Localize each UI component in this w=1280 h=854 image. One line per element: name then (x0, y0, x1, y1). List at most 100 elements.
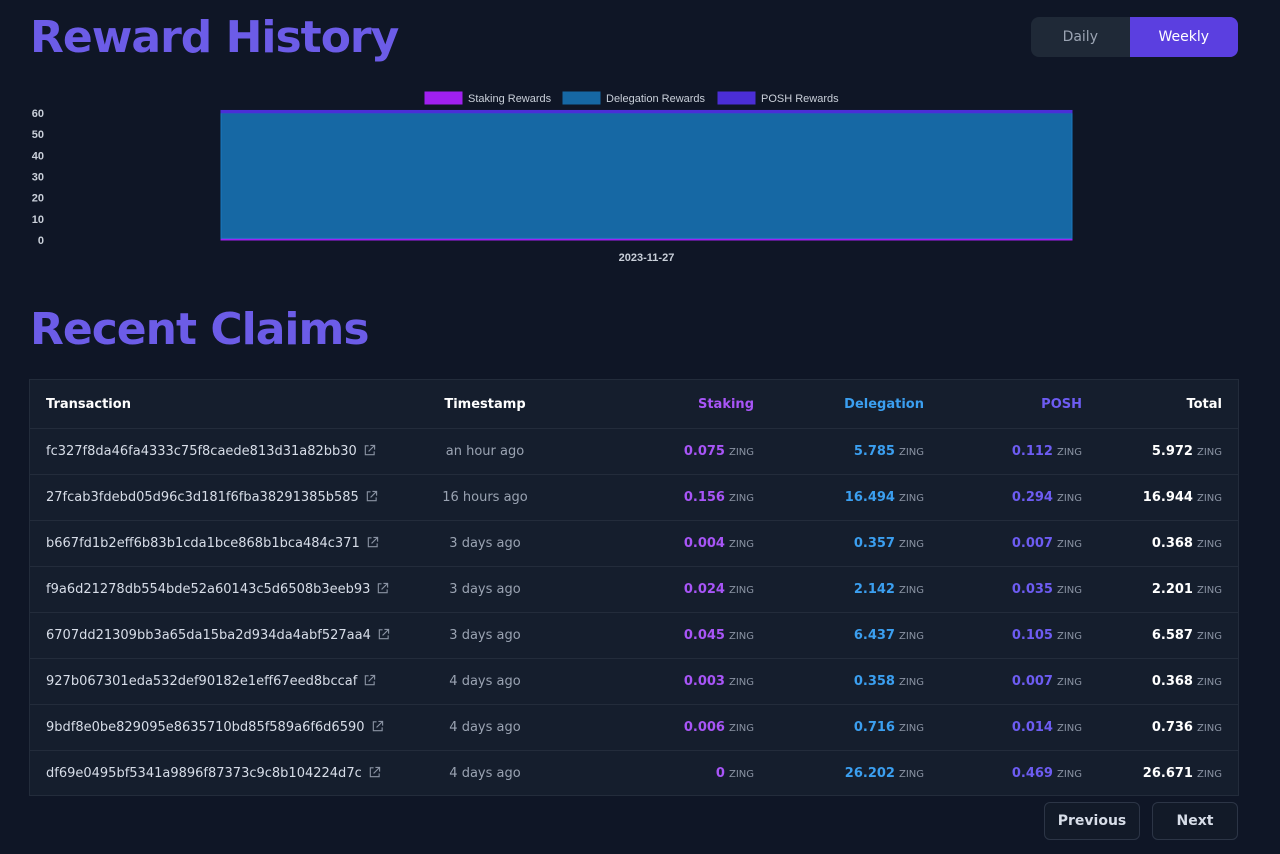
unit-label: ZING (1056, 723, 1082, 734)
external-link-icon[interactable] (376, 582, 389, 595)
table-row: 27fcab3fdebd05d96c3d181f6fba38291385b585… (30, 474, 1238, 521)
staking-cell: 0.075 ZING (560, 428, 770, 475)
external-link-icon[interactable] (377, 628, 390, 641)
staking-value: 0.024 (683, 582, 725, 597)
x-tick-label: 2023-11-27 (619, 252, 675, 264)
posh-value: 0.014 (1011, 720, 1053, 735)
timestamp-cell: an hour ago (410, 428, 560, 475)
delegation-cell: 0.358 ZING (770, 658, 940, 705)
staking-value: 0.004 (683, 536, 725, 551)
posh-value: 0.007 (1011, 674, 1053, 689)
unit-label: ZING (1196, 493, 1222, 504)
external-link-icon[interactable] (368, 766, 381, 779)
header-staking: Staking (560, 380, 770, 429)
unit-label: ZING (728, 585, 754, 596)
reward-history-title: Reward History (30, 12, 399, 63)
transaction-cell: 6707dd21309bb3a65da15ba2d934da4abf527aa4 (30, 612, 410, 659)
total-value: 16.944 (1142, 490, 1193, 505)
transaction-cell: 9bdf8e0be829095e8635710bd85f589a6f6d6590 (30, 704, 410, 751)
total-value: 6.587 (1151, 628, 1193, 643)
legend-label: Staking Rewards (468, 93, 552, 105)
transaction-hash-link[interactable]: 6707dd21309bb3a65da15ba2d934da4abf527aa4 (46, 628, 371, 643)
weekly-toggle-button[interactable]: Weekly (1129, 17, 1238, 57)
delegation-value: 2.142 (853, 582, 895, 597)
header-delegation: Delegation (770, 380, 940, 429)
total-cell: 5.972 ZING (1098, 428, 1238, 475)
total-value: 0.736 (1151, 720, 1193, 735)
transaction-hash-link[interactable]: b667fd1b2eff6b83b1cda1bce868b1bca484c371 (46, 536, 360, 551)
unit-label: ZING (1056, 769, 1082, 780)
legend-label: Delegation Rewards (606, 93, 706, 105)
external-link-icon[interactable] (371, 720, 384, 733)
delegation-value: 0.357 (853, 536, 895, 551)
staking-value: 0.075 (683, 444, 725, 459)
transaction-hash-link[interactable]: df69e0495bf5341a9896f87373c9c8b104224d7c (46, 766, 362, 781)
timestamp-cell: 4 days ago (410, 704, 560, 751)
legend-label: POSH Rewards (761, 93, 839, 105)
posh-value: 0.112 (1011, 444, 1053, 459)
transaction-hash-link[interactable]: 27fcab3fdebd05d96c3d181f6fba38291385b585 (46, 490, 359, 505)
staking-cell: 0.156 ZING (560, 474, 770, 521)
external-link-icon[interactable] (366, 536, 379, 549)
transaction-cell: df69e0495bf5341a9896f87373c9c8b104224d7c (30, 750, 410, 795)
posh-value: 0.105 (1011, 628, 1053, 643)
posh-cell: 0.294 ZING (940, 474, 1098, 521)
posh-cell: 0.007 ZING (940, 520, 1098, 567)
delegation-cell: 26.202 ZING (770, 750, 940, 795)
unit-label: ZING (1056, 447, 1082, 458)
posh-cell: 0.112 ZING (940, 428, 1098, 475)
unit-label: ZING (728, 493, 754, 504)
external-link-icon[interactable] (363, 674, 376, 687)
y-tick-label: 60 (32, 108, 44, 120)
delegation-value: 0.358 (853, 674, 895, 689)
unit-label: ZING (898, 493, 924, 504)
posh-cell: 0.014 ZING (940, 704, 1098, 751)
timestamp-cell: 3 days ago (410, 612, 560, 659)
timestamp-cell: 4 days ago (410, 658, 560, 705)
next-button[interactable]: Next (1152, 802, 1238, 840)
y-tick-label: 20 (32, 193, 44, 205)
unit-label: ZING (898, 631, 924, 642)
total-value: 26.671 (1142, 766, 1193, 781)
previous-button[interactable]: Previous (1044, 802, 1140, 840)
transaction-hash-link[interactable]: 927b067301eda532def90182e1eff67eed8bccaf (46, 674, 358, 689)
legend-swatch (424, 91, 463, 105)
y-tick-label: 30 (32, 172, 44, 184)
external-link-icon[interactable] (365, 490, 378, 503)
delegation-cell: 5.785 ZING (770, 428, 940, 475)
transaction-hash-link[interactable]: 9bdf8e0be829095e8635710bd85f589a6f6d6590 (46, 720, 365, 735)
staking-cell: 0.003 ZING (560, 658, 770, 705)
unit-label: ZING (898, 677, 924, 688)
unit-label: ZING (1196, 539, 1222, 550)
area-posh-rewards (220, 109, 1073, 114)
table-row: b667fd1b2eff6b83b1cda1bce868b1bca484c371… (30, 520, 1238, 567)
staking-value: 0.045 (683, 628, 725, 643)
daily-toggle-button[interactable]: Daily (1062, 29, 1098, 45)
delegation-cell: 16.494 ZING (770, 474, 940, 521)
unit-label: ZING (1056, 677, 1082, 688)
total-cell: 0.736 ZING (1098, 704, 1238, 751)
transaction-cell: b667fd1b2eff6b83b1cda1bce868b1bca484c371 (30, 520, 410, 567)
total-value: 2.201 (1151, 582, 1193, 597)
posh-cell: 0.007 ZING (940, 658, 1098, 705)
total-value: 0.368 (1151, 674, 1193, 689)
unit-label: ZING (728, 677, 754, 688)
y-tick-label: 10 (32, 214, 44, 226)
staking-value: 0 (715, 766, 725, 781)
timestamp-cell: 4 days ago (410, 750, 560, 795)
external-link-icon[interactable] (363, 444, 376, 457)
total-cell: 2.201 ZING (1098, 566, 1238, 613)
delegation-value: 5.785 (853, 444, 895, 459)
legend-swatch (717, 91, 756, 105)
table-row: 9bdf8e0be829095e8635710bd85f589a6f6d6590… (30, 704, 1238, 751)
unit-label: ZING (898, 447, 924, 458)
staking-value: 0.156 (683, 490, 725, 505)
unit-label: ZING (898, 539, 924, 550)
unit-label: ZING (1196, 585, 1222, 596)
transaction-cell: fc327f8da46fa4333c75f8caede813d31a82bb30 (30, 428, 410, 475)
posh-value: 0.035 (1011, 582, 1053, 597)
timestamp-cell: 3 days ago (410, 566, 560, 613)
transaction-hash-link[interactable]: f9a6d21278db554bde52a60143c5d6508b3eeb93 (46, 582, 371, 597)
transaction-hash-link[interactable]: fc327f8da46fa4333c75f8caede813d31a82bb30 (46, 444, 357, 459)
unit-label: ZING (1196, 769, 1222, 780)
